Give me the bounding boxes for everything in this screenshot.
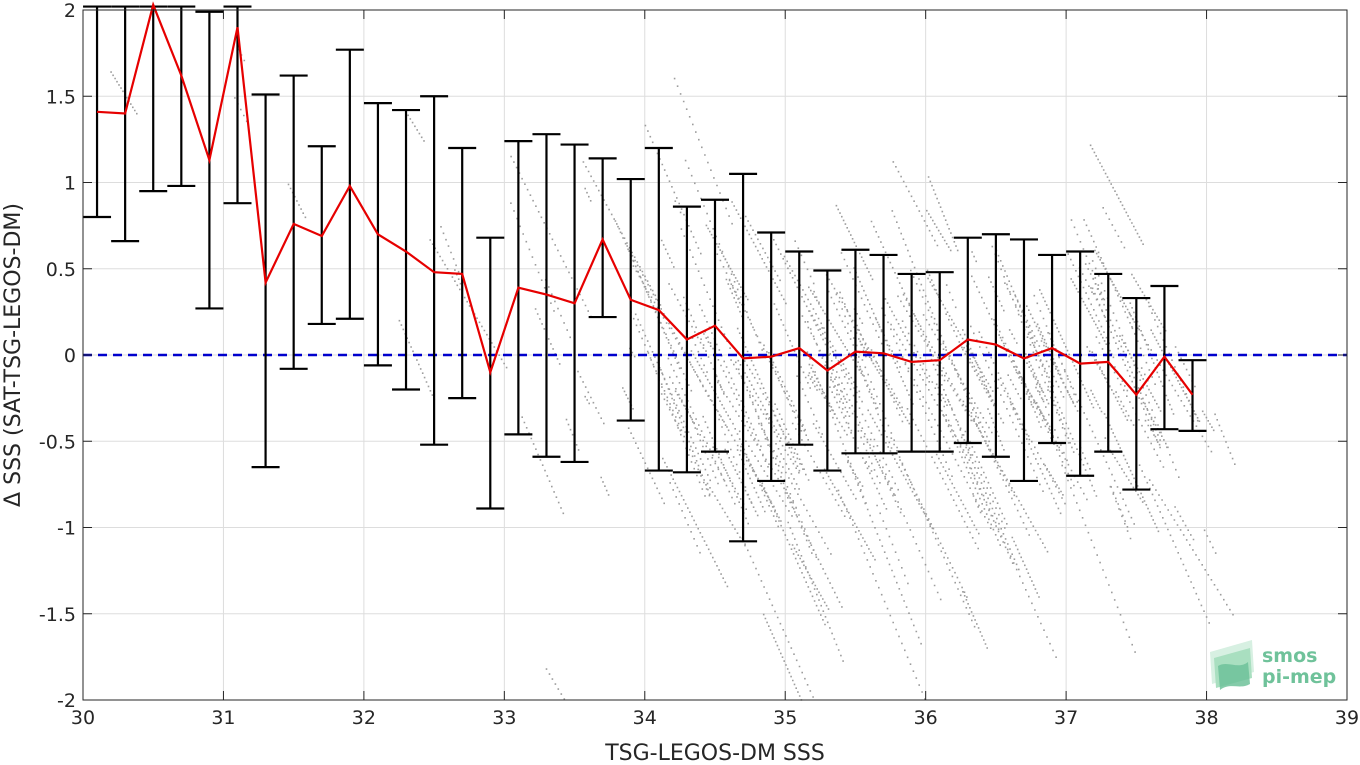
y-tick-label: -1 [57,518,76,540]
x-axis-ticks: 30 31 32 33 34 35 36 37 38 39 [71,10,1359,729]
error-bar [420,95,449,446]
y-tick-label: 0 [64,345,76,367]
error-bar [167,5,196,188]
y-tick-label: 1.5 [46,86,76,108]
error-bar [1178,359,1207,432]
y-tick-label: 1 [64,173,76,195]
x-tick-label: 31 [211,707,235,729]
x-tick-label: 39 [1335,707,1359,729]
smos-pimep-logo: smos pi-mep [1210,640,1336,690]
y-axis-title: Δ SSS (SAT-TSG-LEGOS-DM) [1,203,26,507]
y-tick-label: 2 [64,0,76,22]
x-tick-label: 36 [914,707,938,729]
y-tick-label: 0.5 [46,259,76,281]
x-tick-label: 32 [352,707,376,729]
y-tick-label: -1.5 [39,604,76,626]
y-axis-ticks: -2 -1.5 -1 -0.5 0 0.5 1 1.5 2 [39,0,1347,712]
error-bar [392,108,421,391]
x-axis-title: TSG-LEGOS-DM SSS [604,741,825,765]
y-tick-label: -0.5 [39,431,76,453]
logo-wave-icon [1210,640,1254,690]
x-tick-label: 37 [1054,707,1078,729]
x-tick-label: 30 [71,707,95,729]
mean-line [96,1,1194,397]
logo-line1: smos [1262,645,1317,667]
x-tick-label: 35 [773,707,797,729]
x-tick-label: 34 [633,707,657,729]
y-tick-label: -2 [57,690,76,712]
x-tick-label: 38 [1194,707,1218,729]
error-bar [223,5,252,205]
x-tick-label: 33 [492,707,516,729]
error-bar [1009,238,1038,483]
error-bar [111,5,140,243]
error-bar [925,271,954,453]
logo-line2: pi-mep [1262,666,1336,688]
error-bar [279,74,308,370]
